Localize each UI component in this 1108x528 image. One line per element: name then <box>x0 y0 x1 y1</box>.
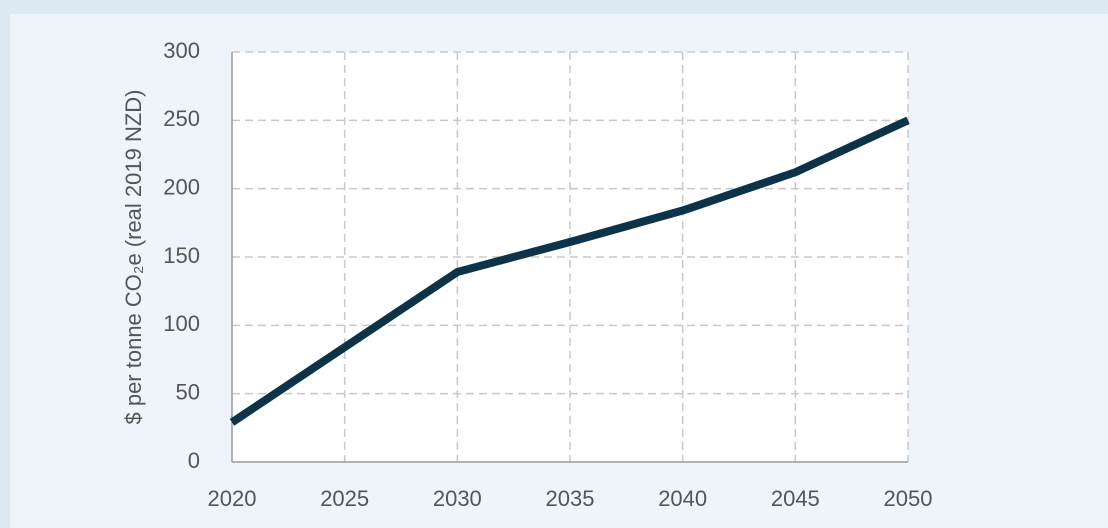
y-axis-label: $ per tonne CO₂e (real 2019 NZD) <box>121 89 146 424</box>
y-tick-label: 150 <box>163 243 200 268</box>
y-tick-label: 50 <box>176 379 200 404</box>
y-tick-label: 200 <box>163 174 200 199</box>
x-tick-label: 2040 <box>658 486 707 511</box>
x-tick-label: 2030 <box>433 486 482 511</box>
x-tick-label: 2020 <box>208 486 257 511</box>
y-tick-label: 100 <box>163 311 200 336</box>
x-tick-label: 2045 <box>771 486 820 511</box>
y-tick-label: 300 <box>163 38 200 63</box>
y-tick-label: 250 <box>163 106 200 131</box>
line <box>229 116 910 426</box>
x-tick-label: 2025 <box>320 486 369 511</box>
x-tick-label: 2035 <box>546 486 595 511</box>
y-tick-label: 0 <box>188 448 200 473</box>
x-tick-label: 2050 <box>884 486 933 511</box>
